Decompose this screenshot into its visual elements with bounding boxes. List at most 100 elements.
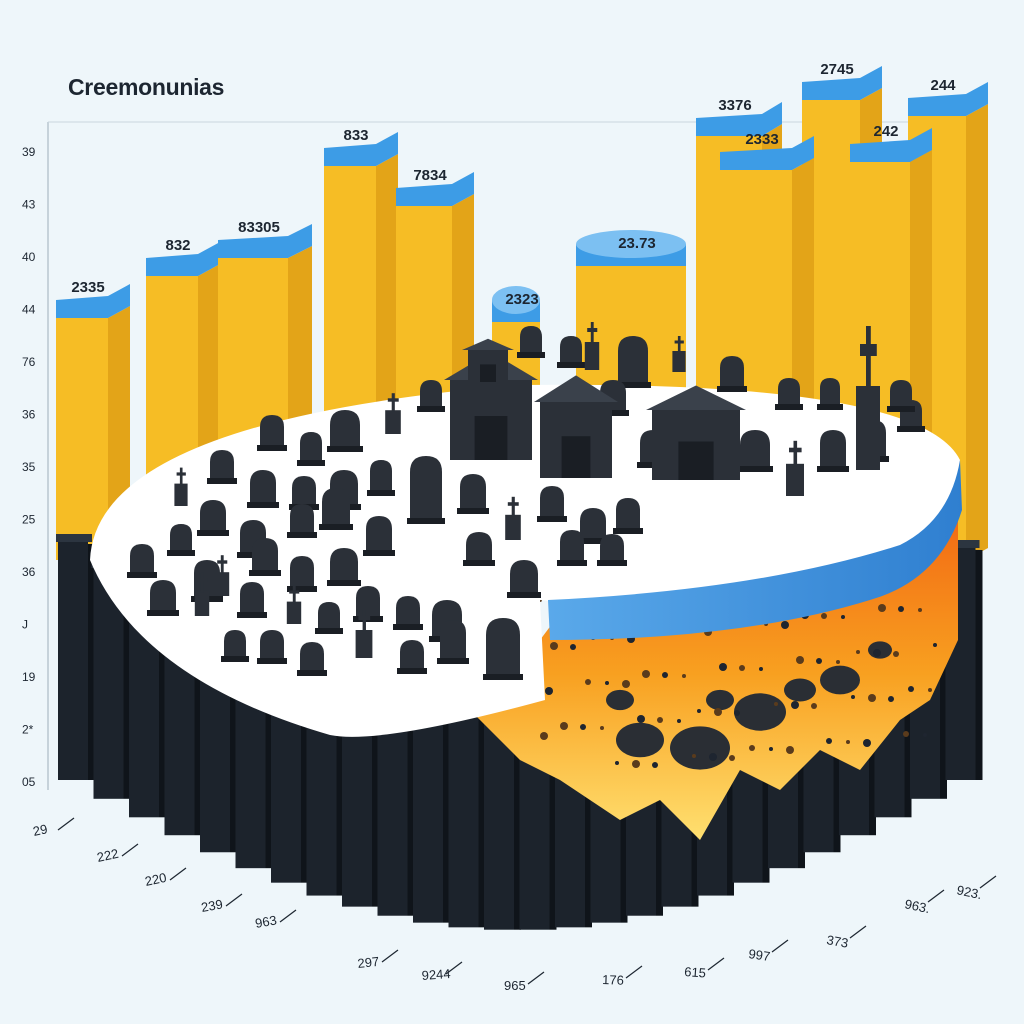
tombstone-icon [221,630,249,662]
cross-base [856,386,880,470]
tombstone-icon [127,544,157,578]
ash-particle [908,686,914,692]
cross-base [286,601,302,624]
tombstone-icon [257,415,287,451]
tombstone-icon [817,378,843,410]
tombstone-body [560,530,584,564]
cross-icon [292,585,296,604]
tombstone-icon [407,456,445,524]
tombstone-icon [507,560,541,598]
cross-bar [387,398,399,402]
tombstone-body [600,534,624,564]
y-tick-label: 2* [22,723,34,737]
tombstone-icon [537,486,567,522]
ash-particle [856,650,860,654]
tombstone-body [460,474,486,512]
tombstone-base [407,518,445,524]
tombstone-body [224,630,246,660]
tombstone-icon [737,430,773,472]
cross-base [385,410,401,434]
tombstone-body [250,470,276,506]
coal-icon [670,726,730,770]
tombstone-base [887,406,915,412]
y-tick-label: 43 [22,198,36,212]
ash-particle [786,746,794,754]
mausoleum-roof [534,375,618,402]
ash-particle [836,660,840,664]
front-bar-side [230,627,237,853]
tombstone-icon [167,524,195,556]
tombstone-base [257,445,287,451]
bar-front-face [56,318,108,560]
ash-particle [841,615,845,619]
ash-particle [851,695,855,699]
x-tick-label: 220 [144,870,168,889]
y-tick-label: 36 [22,565,36,579]
ash-particle [642,670,650,678]
bar-cap-top [576,230,686,258]
cross-bar [197,578,208,582]
tombstone-body [330,410,360,450]
y-tick-label: 05 [22,775,36,789]
tombstone-icon [397,640,427,674]
ash-particle [933,643,937,647]
x-tick-mark [927,889,945,903]
mausoleum-door [474,416,508,460]
tombstone-body [366,516,392,554]
tombstone-body [322,488,350,528]
tombstone-body [150,580,176,614]
x-tick-label: 965 [504,978,526,993]
tombstone-base [897,426,925,432]
x-tick-mark [279,909,297,923]
front-bar [56,534,95,780]
tombstone-icon [557,530,587,566]
ash-particle [550,642,558,650]
tombstone-icon [363,516,395,556]
front-bar-side [443,702,450,923]
tombstone-body [540,486,564,520]
tombstone-base [457,508,489,514]
bar-value-label: 83305 [238,219,280,236]
tombstone-base [597,410,629,416]
ash-particle [637,715,645,723]
platter-rim [548,460,962,640]
coal-icon [606,689,634,711]
tombstone-body [616,498,640,532]
tombstone-base [197,530,229,536]
mausoleum-icon [444,352,538,460]
tombstone-icon [247,470,279,508]
tombstone-base [417,406,445,412]
tombstone-base [315,628,343,634]
cross-base [174,483,188,506]
tombstone-base [327,580,361,586]
tombstone-icon [355,610,373,658]
tombstone-body [560,336,582,366]
tombstone-icon [463,532,495,566]
tombstone-body [486,618,520,678]
tombstone-base [247,502,279,508]
ash-particle [873,649,881,657]
tombstone-body [890,380,912,410]
tombstone-base [615,382,651,388]
cross-base [672,351,686,372]
tombstone-body [396,596,420,628]
front-bar-side [975,550,983,780]
y-tick-label: 39 [22,145,36,159]
bar-value-label: 2745 [820,61,853,78]
x-tick-label: 29 [32,821,49,839]
bar-cap-top [492,286,540,314]
x-tick-mark [381,949,399,963]
x-tick-label: 997 [748,946,772,964]
tombstone-body [300,432,322,464]
x-tick-mark [57,817,75,831]
tombstone-icon [257,630,287,664]
tombstone-base [557,362,585,368]
ash-particle [709,753,717,761]
cross-icon [793,440,798,467]
tombstone-body [240,582,264,616]
cross-bar [358,616,371,620]
coal-icon [734,693,786,731]
mausoleum-door [678,441,714,480]
bar-cap [218,224,312,258]
front-bar-side [301,653,308,883]
